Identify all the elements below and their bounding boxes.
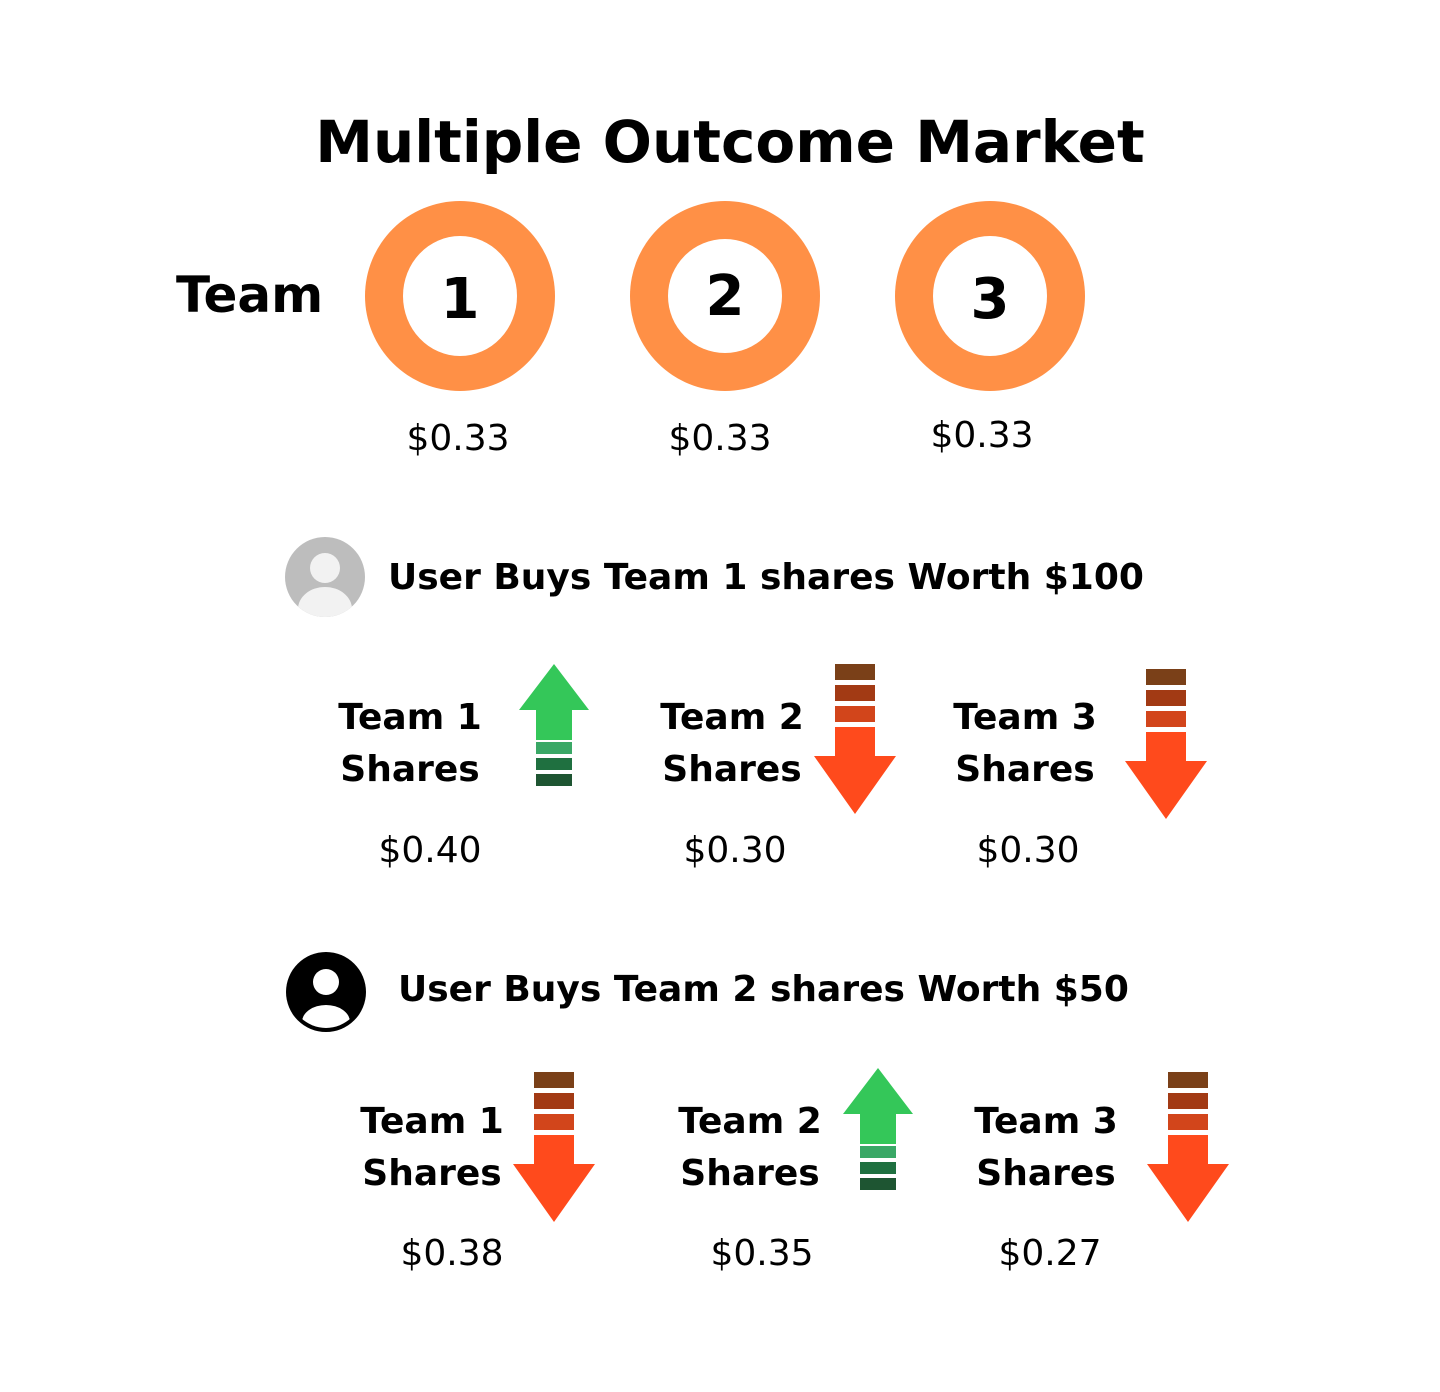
step-2-team-1-label: Team 1 Shares [347,1096,517,1200]
team-1-initial-price: $0.33 [406,418,510,459]
step-1-team-3-price: $0.30 [976,830,1080,871]
team-1-number: 1 [403,236,517,356]
team-2-number: 2 [668,239,782,353]
user-avatar-black-icon [286,952,366,1032]
label-line1: Team 2 [678,1101,822,1142]
label-line2: Shares [662,749,802,790]
step-1-team-2-price: $0.30 [683,830,787,871]
team-2-ring: 2 [630,201,820,391]
label-line1: Team 1 [360,1101,504,1142]
label-line2: Shares [362,1153,502,1194]
step-2-action: User Buys Team 2 shares Worth $50 [398,969,1129,1010]
step-1-team-3-down-arrow-icon [1125,669,1207,819]
team-2-initial-price: $0.33 [668,418,772,459]
page-title: Multiple Outcome Market [315,108,1145,176]
user-avatar-gray-icon [285,537,365,617]
step-1-action: User Buys Team 1 shares Worth $100 [388,557,1144,598]
label-line2: Shares [976,1153,1116,1194]
step-2-team-3-label: Team 3 Shares [961,1096,1131,1200]
label-line1: Team 1 [338,697,482,738]
step-1-team-1-price: $0.40 [378,830,482,871]
step-2-team-2-up-arrow-icon [843,1068,913,1196]
step-1-team-2-label: Team 2 Shares [647,692,817,796]
label-line1: Team 3 [953,697,1097,738]
label-line2: Shares [955,749,1095,790]
label-line2: Shares [680,1153,820,1194]
label-line1: Team 3 [974,1101,1118,1142]
step-2-team-1-down-arrow-icon [513,1072,595,1222]
step-1-team-1-up-arrow-icon [519,664,589,792]
team-3-number: 3 [933,236,1047,356]
team-3-initial-price: $0.33 [930,415,1034,456]
step-1-team-3-label: Team 3 Shares [940,692,1110,796]
step-2-team-3-down-arrow-icon [1147,1072,1229,1222]
step-2-team-1-price: $0.38 [400,1233,504,1274]
step-2-team-3-price: $0.27 [998,1233,1102,1274]
team-label: Team [176,266,324,324]
label-line2: Shares [340,749,480,790]
step-1-team-2-down-arrow-icon [814,664,896,814]
team-1-ring: 1 [365,201,555,391]
team-3-ring: 3 [895,201,1085,391]
step-2-team-2-label: Team 2 Shares [665,1096,835,1200]
label-line1: Team 2 [660,697,804,738]
step-2-team-2-price: $0.35 [710,1233,814,1274]
step-1-team-1-label: Team 1 Shares [325,692,495,796]
